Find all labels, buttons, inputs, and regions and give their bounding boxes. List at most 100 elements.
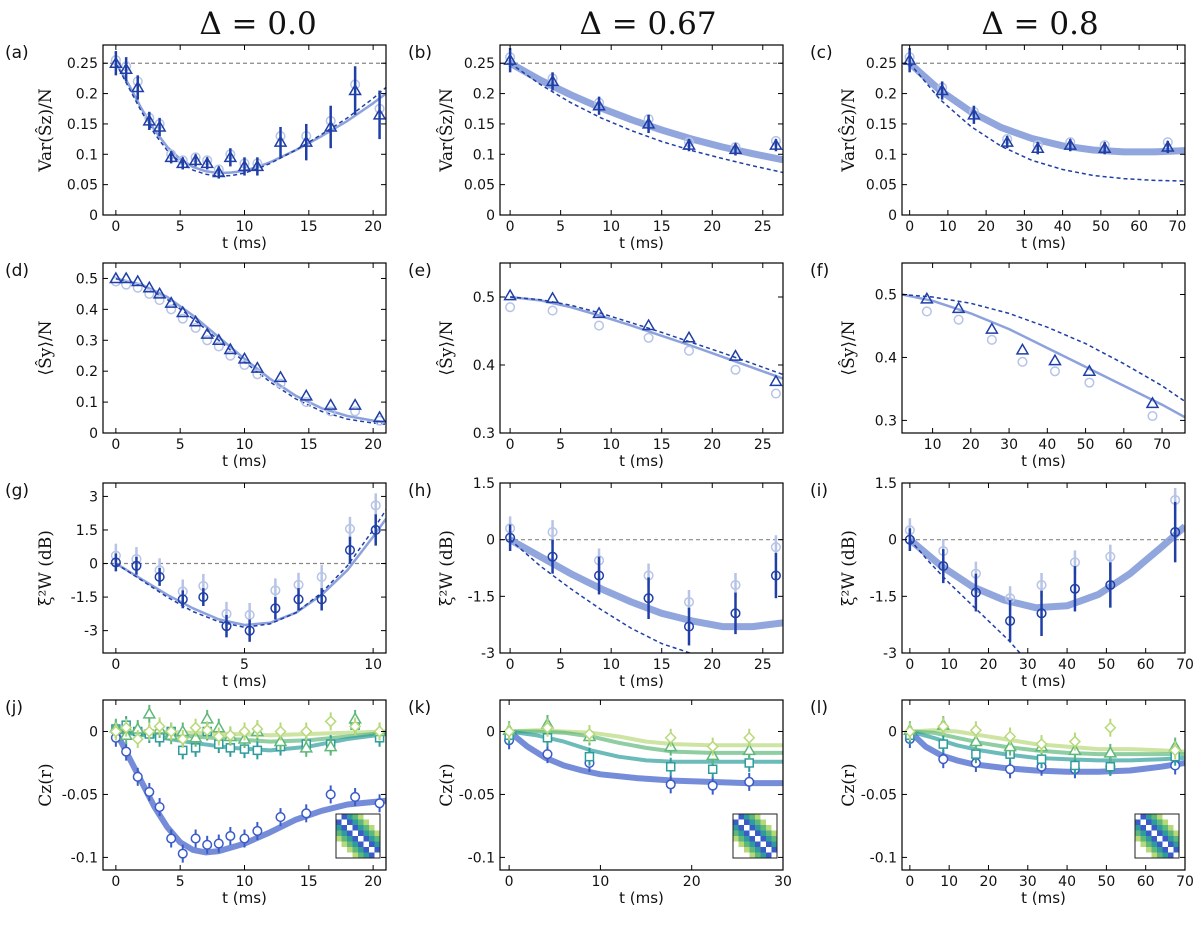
data-point [970,587,981,598]
matrix-cell [363,841,369,847]
plot-area [503,288,783,399]
matrix-cell [738,841,744,847]
data-point [545,291,560,304]
plot-area [502,714,783,795]
x-tick-label: 40 [1038,437,1056,453]
data-point-light [1049,366,1061,377]
x-tick-label: 30 [774,874,792,890]
y-axis-label: Var(Ŝz)/N [436,88,457,173]
data-point [594,570,605,581]
matrix-cell [749,847,755,853]
matrix-cell [1135,814,1141,820]
data-point-light [1147,410,1158,422]
data-point-r3 [273,734,288,747]
x-tick-label: 0 [111,219,120,235]
data-point-light [643,332,654,343]
data-point [1048,353,1062,366]
y-tick-label: 1.5 [875,476,897,492]
panel-b: 0 5 10 15 20 25 0 0.05 0.1 0.15 0.2 0.25 (b) t (ms) Va… [408,43,784,252]
data-point-r3 [323,739,338,752]
data-point [177,594,188,605]
x-tick-label: 60 [1130,219,1148,235]
matrix-cell [744,836,750,842]
x-tick-label: 5 [176,219,185,235]
matrix-cell [358,836,364,842]
matrix-cell [352,825,358,831]
x-tick-label: 50 [1097,657,1115,673]
x-tick-label: 50 [1092,219,1110,235]
matrix-cell [1168,819,1174,825]
data-point [770,570,781,581]
data-point [200,156,214,169]
matrix-cell [369,830,375,836]
x-tick-label: 10 [940,657,958,673]
data-point-r4 [165,725,178,738]
y-tick-label: 0 [888,208,897,224]
y-tick-label: -1.5 [468,589,495,605]
y-tick-label: 0.3 [875,413,897,429]
matrix-cell [1157,847,1163,853]
matrix-cell [341,841,347,847]
data-point [1105,579,1116,591]
matrix-cell [766,852,772,858]
matrix-cell [1151,841,1157,847]
x-tick-label: 10 [602,219,620,235]
matrix-cell [766,814,772,820]
plot-area [902,48,1185,182]
data-point-light [730,579,741,591]
y-tick-label: 0 [89,426,98,442]
matrix-cell [347,819,353,825]
x-tick-label: 0 [506,437,515,453]
y-tick-label: 0.2 [473,87,495,103]
x-tick-label: 0 [506,219,515,235]
data-point-r4 [937,720,950,733]
data-point [682,138,696,150]
matrix-cell [1140,841,1146,847]
data-point-light [225,350,236,361]
data-point-r1 [213,838,224,849]
data-point-r4 [238,725,251,738]
data-point [109,271,123,284]
matrix-cell [733,852,739,858]
data-point [1015,342,1030,355]
matrix-cell [1168,847,1174,853]
x-axis-label: t (ms) [619,234,664,252]
data-point-light [177,313,188,324]
data-point [545,74,560,87]
matrix-cell [1146,836,1152,842]
axes-frame [499,482,784,654]
matrix-cell [347,825,353,831]
data-point-r4 [176,732,189,746]
y-tick-label: 0.5 [473,290,495,306]
column-title-3: Δ = 0.8 [981,6,1098,42]
matrix-cell [341,847,347,853]
matrix-cell [760,852,766,858]
matrix-cell [1168,814,1174,820]
matrix-frame [335,813,381,859]
matrix-cell [771,836,777,842]
data-point-light [325,406,336,417]
data-point-r1 [132,771,143,782]
matrix-cell [352,814,358,820]
x-tick-label: 5 [240,657,249,673]
x-tick-label: 30 [1019,874,1037,890]
data-point [131,560,142,571]
matrix-cell [1140,847,1146,853]
data-point-light [730,364,741,375]
x-tick-label: 5 [556,657,565,673]
matrix-cell [1168,852,1174,858]
x-tick-label: 60 [1137,657,1155,673]
matrix-cell [1140,825,1146,831]
x-tick-label: 10 [364,657,382,673]
data-point [152,119,167,132]
matrix-cell [1157,841,1163,847]
data-point-r3 [188,730,203,743]
data-point-r1 [177,848,188,859]
x-tick-label: 70 [1153,437,1171,453]
y-tick-label: -0.1 [468,850,495,866]
x-tick-label: 10 [236,874,254,890]
y-axis-label: ξ²W (dB) [36,530,56,606]
data-point-r1 [301,808,312,819]
data-point-r4 [349,720,362,733]
data-point-r1 [190,833,201,844]
